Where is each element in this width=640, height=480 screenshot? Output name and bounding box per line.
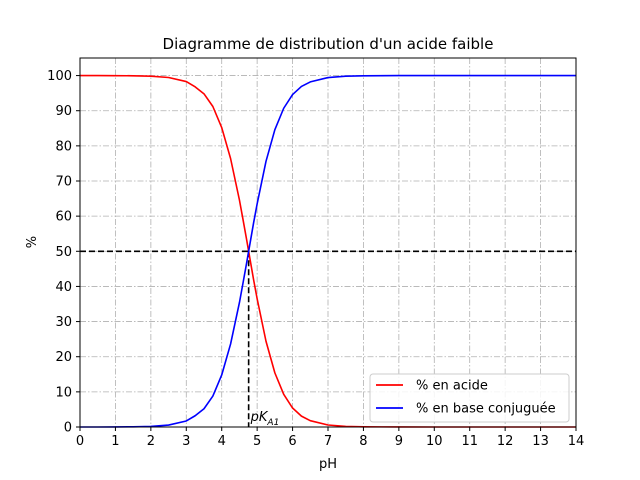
series-line-base bbox=[80, 74, 576, 428]
legend-box bbox=[369, 373, 570, 423]
legend-label: % en acide bbox=[416, 379, 488, 394]
chart-title: Diagramme de distribution d'un acide fai… bbox=[163, 35, 494, 53]
y-tick-label: 10 bbox=[55, 385, 72, 400]
y-tick-label: 50 bbox=[55, 245, 72, 260]
x-axis-ticks: 0 1 2 3 4 5 6 7 8 9 10 11 12 13 14 bbox=[76, 427, 584, 449]
x-tick-label: 12 bbox=[497, 434, 514, 449]
x-tick-label: 14 bbox=[568, 434, 585, 449]
y-tick-label: 60 bbox=[55, 210, 72, 225]
y-tick-label: 40 bbox=[55, 280, 72, 295]
x-tick-label: 9 bbox=[395, 434, 403, 449]
y-tick-label: 100 bbox=[47, 69, 72, 84]
y-tick-label: 0 bbox=[64, 421, 72, 436]
x-tick-label: 8 bbox=[359, 434, 367, 449]
x-tick-label: 0 bbox=[76, 434, 84, 449]
x-tick-label: 5 bbox=[253, 434, 261, 449]
x-tick-label: 11 bbox=[461, 434, 478, 449]
pka-annotation-subscript: A1 bbox=[266, 418, 279, 428]
x-tick-label: 1 bbox=[111, 434, 119, 449]
reference-lines bbox=[80, 250, 576, 427]
x-tick-label: 2 bbox=[147, 434, 155, 449]
y-axis-label: % bbox=[25, 236, 40, 248]
y-axis-ticks: 0 10 20 30 40 50 60 70 80 90 100 bbox=[47, 69, 80, 436]
x-tick-label: 10 bbox=[426, 434, 443, 449]
y-tick-label: 30 bbox=[55, 315, 72, 330]
pka-annotation-main: pK bbox=[250, 410, 269, 425]
x-axis-label: pH bbox=[319, 457, 337, 472]
legend: % en acide % en base conjuguée bbox=[369, 373, 570, 423]
pka-annotation: pKA1 bbox=[250, 410, 280, 428]
y-tick-label: 80 bbox=[55, 139, 72, 154]
y-tick-label: 70 bbox=[55, 175, 72, 190]
x-tick-label: 7 bbox=[324, 434, 332, 449]
y-tick-label: 20 bbox=[55, 350, 72, 365]
legend-label: % en base conjuguée bbox=[416, 402, 556, 417]
x-tick-label: 3 bbox=[182, 434, 190, 449]
x-tick-label: 6 bbox=[288, 434, 296, 449]
y-tick-label: 90 bbox=[55, 104, 72, 119]
x-tick-label: 13 bbox=[532, 434, 549, 449]
x-tick-label: 4 bbox=[218, 434, 226, 449]
